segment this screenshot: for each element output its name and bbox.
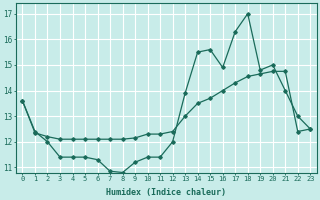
X-axis label: Humidex (Indice chaleur): Humidex (Indice chaleur) [106,188,226,197]
